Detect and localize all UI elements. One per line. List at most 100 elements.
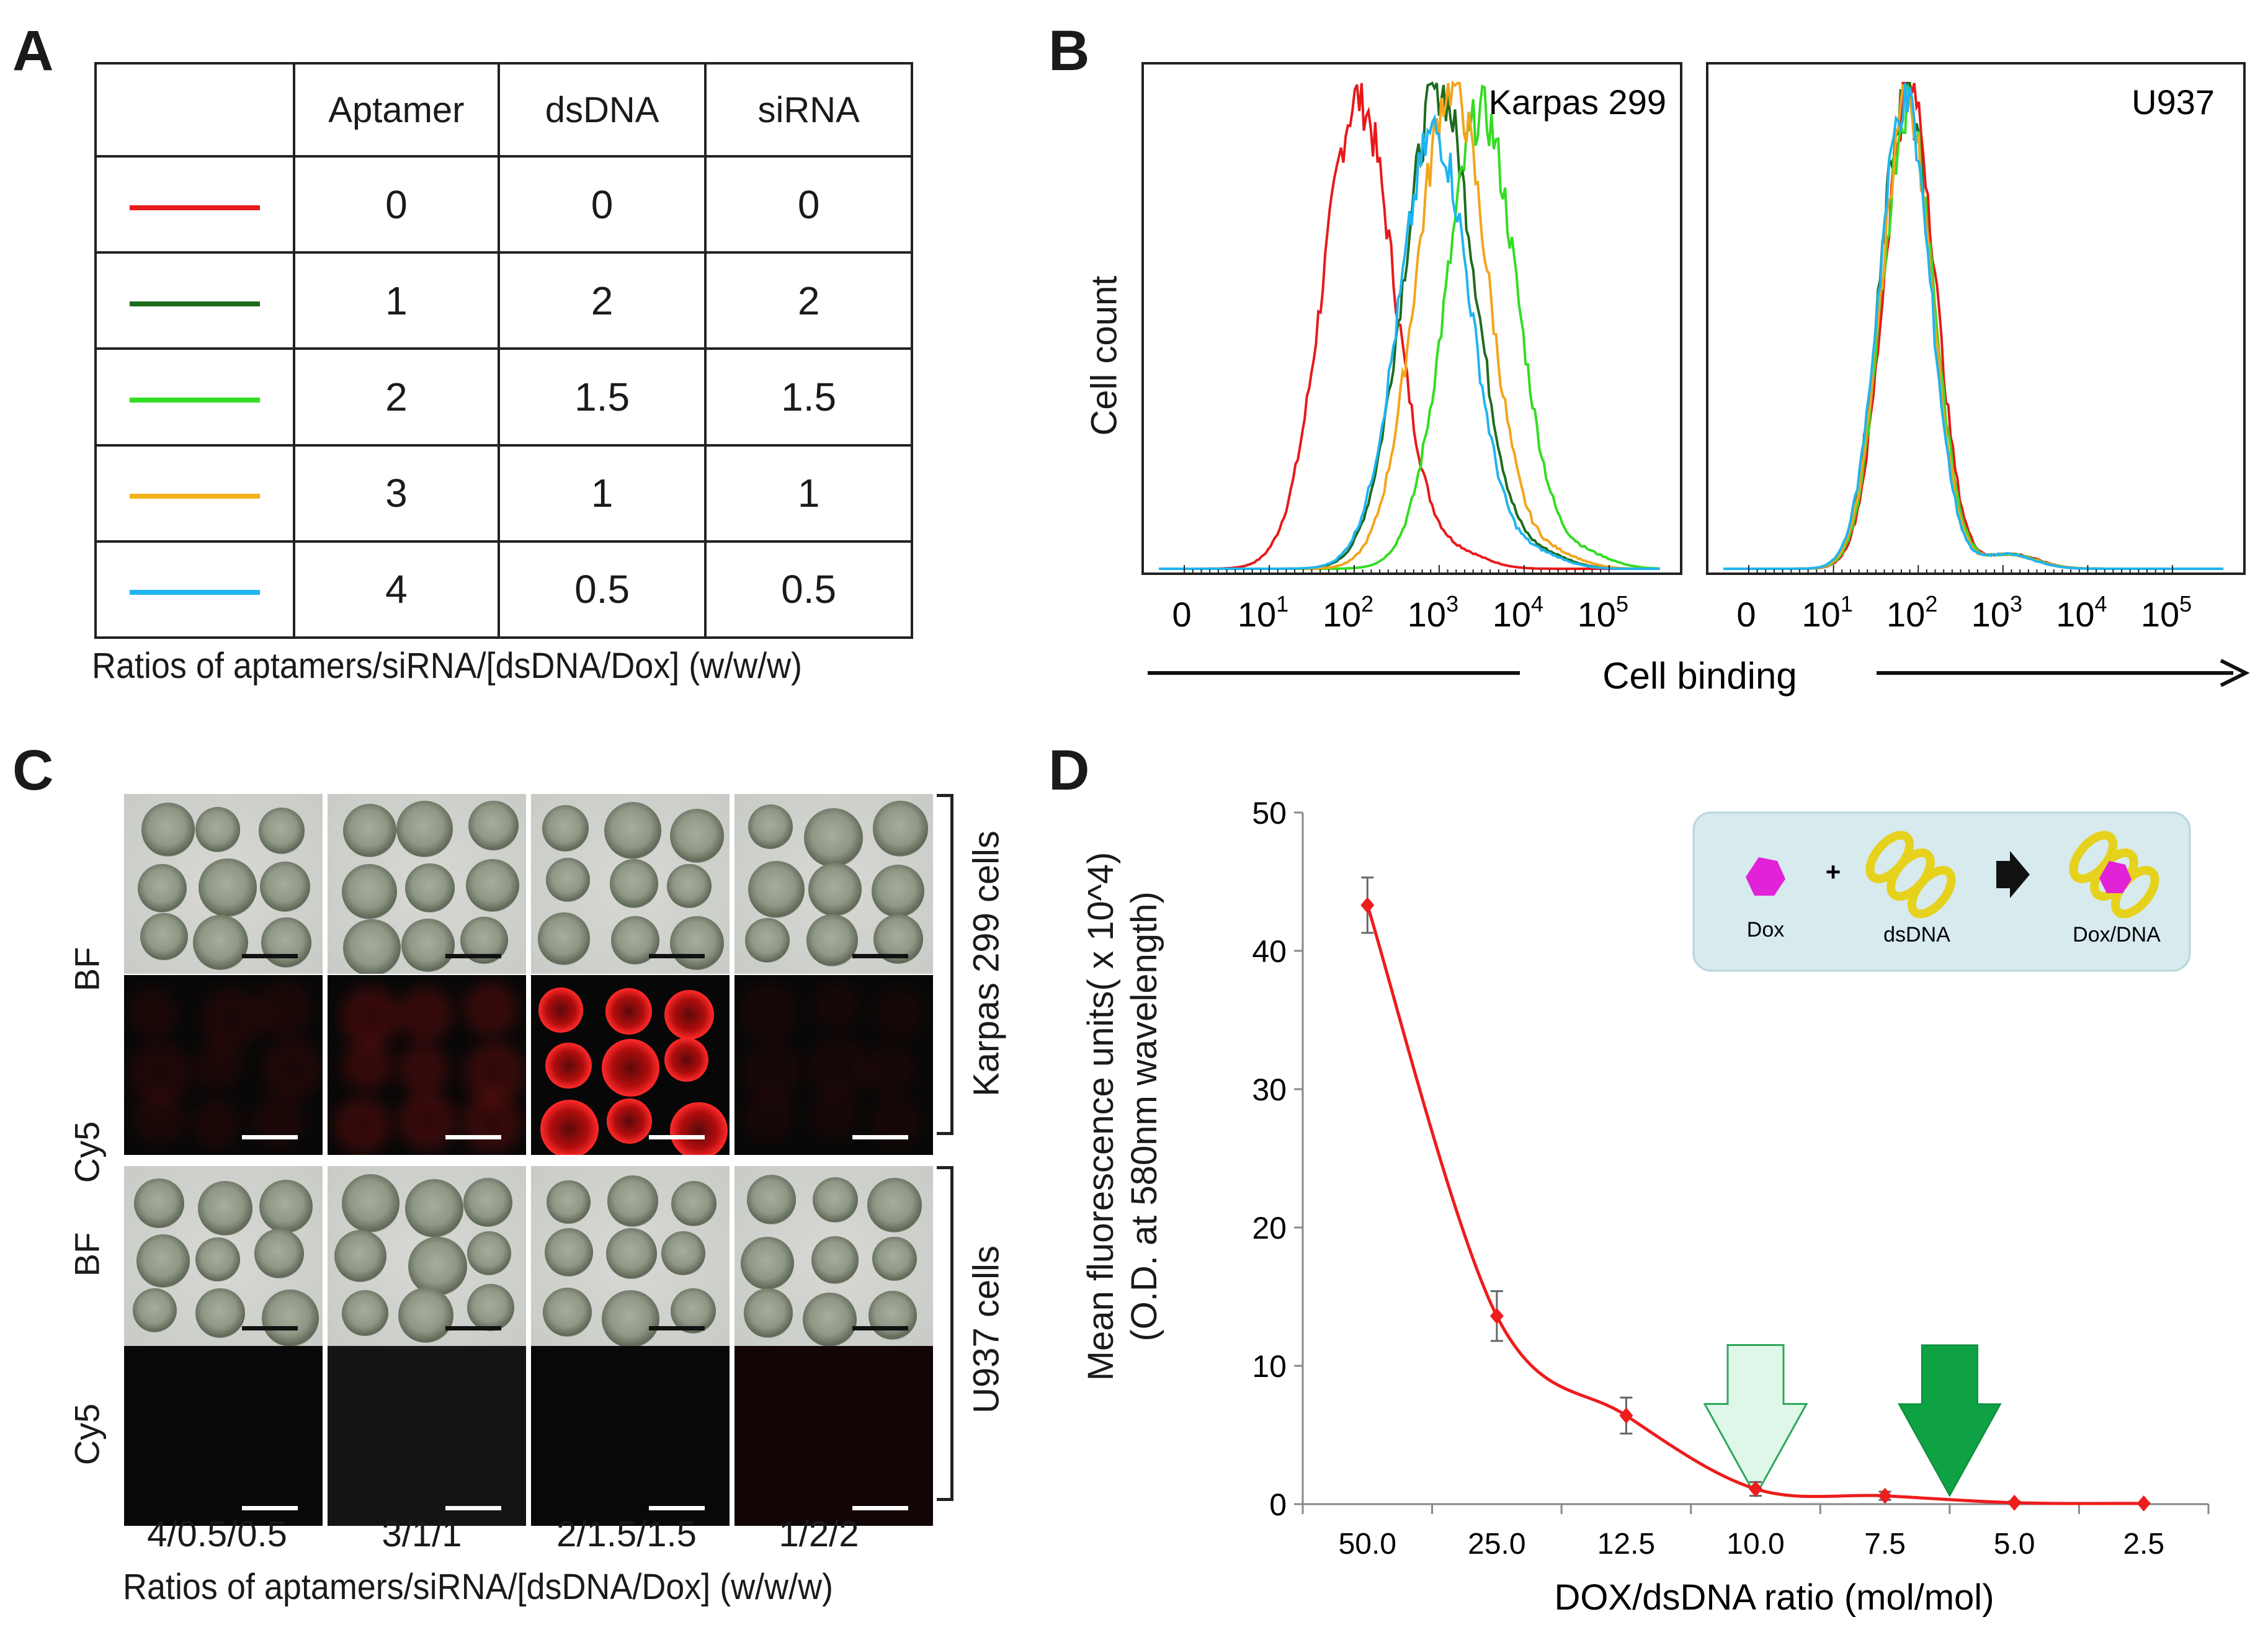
cell <box>545 1042 592 1089</box>
scale-bar <box>445 1506 501 1510</box>
brightfield-image <box>734 1166 933 1346</box>
cell <box>744 1094 792 1141</box>
cell <box>667 863 712 909</box>
cell <box>336 1100 388 1152</box>
cell <box>262 1290 319 1346</box>
inset-dox-label: Dox <box>1747 918 1784 942</box>
cell-sirna: 0 <box>704 154 913 254</box>
row-label-bf-1: BF <box>67 947 107 992</box>
cy5-image <box>124 975 323 1155</box>
cell <box>261 917 311 968</box>
scale-bar <box>649 1326 705 1330</box>
cell <box>343 919 401 974</box>
cell <box>803 808 863 867</box>
cell-aptamer: 4 <box>292 540 500 639</box>
d-xlabel: DOX/dsDNA ratio (mol/mol) <box>1554 1577 1994 1618</box>
y-tick-label: 20 <box>1252 1211 1287 1245</box>
data-point <box>1878 1487 1892 1504</box>
cell-aptamer: 1 <box>292 251 500 350</box>
scale-bar <box>242 954 298 958</box>
cy5-image <box>734 1346 933 1526</box>
tick-label: 103 <box>1408 591 1458 634</box>
histogram-curve-4 <box>1723 82 2223 570</box>
cell <box>744 1288 793 1338</box>
u937-bracket <box>937 1166 953 1501</box>
cell <box>741 1236 794 1290</box>
cell <box>542 804 589 852</box>
cell <box>803 1293 857 1346</box>
col-label-4: 1/2/2 <box>779 1514 859 1554</box>
cell <box>547 1180 591 1224</box>
cell <box>463 1095 519 1151</box>
scale-bar <box>242 1326 298 1330</box>
cell <box>133 1178 184 1229</box>
inset-dsdna-label: dsDNA <box>1883 923 1950 947</box>
u937-plot <box>1723 82 2223 570</box>
karpas-title: Karpas 299 <box>1489 82 1666 122</box>
cell <box>131 1044 190 1103</box>
cell <box>741 984 797 1040</box>
cell <box>601 1290 660 1346</box>
scale-bar <box>852 1326 908 1330</box>
scale-bar <box>852 1506 908 1510</box>
row-label-bf-2: BF <box>67 1232 107 1277</box>
cell <box>664 989 715 1040</box>
cell <box>867 1177 922 1232</box>
cell <box>401 919 455 973</box>
fluorescence-line <box>1365 904 2144 1505</box>
y-tick-label: 10 <box>1252 1349 1287 1384</box>
x-tick-label: 2.5 <box>2123 1528 2164 1561</box>
cell <box>670 808 725 863</box>
cell <box>606 1098 652 1144</box>
cell <box>601 1038 659 1097</box>
karpas-plot <box>1159 80 1661 570</box>
cell-sirna: 1 <box>704 443 913 543</box>
cell <box>342 803 397 857</box>
cell <box>463 1177 512 1227</box>
cy5-image <box>531 1346 730 1526</box>
cell <box>542 1288 592 1337</box>
cy5-image <box>734 975 933 1155</box>
brightfield-image <box>531 794 730 974</box>
cell <box>400 1045 447 1092</box>
cell <box>607 1175 659 1227</box>
cell-dsdna: 0 <box>497 154 707 254</box>
tick-label: 105 <box>2141 591 2192 634</box>
cell <box>744 1044 800 1099</box>
cell <box>748 861 805 918</box>
scale-bar <box>445 954 501 958</box>
cell <box>661 1231 705 1275</box>
panel-c-caption: Ratios of aptamers/siRNA/[dsDNA/Dox] (w/… <box>123 1567 833 1607</box>
cell <box>815 982 859 1028</box>
cell <box>746 1175 797 1225</box>
u937-title: U937 <box>2132 82 2215 122</box>
legend-line-darkgreen <box>129 301 260 306</box>
tick-label: 103 <box>1971 591 2022 634</box>
brightfield-image <box>531 1166 730 1346</box>
cell <box>669 916 724 971</box>
legend-line-orange <box>129 494 260 499</box>
cell-dsdna: 2 <box>497 251 707 350</box>
cell <box>138 863 187 913</box>
panel-a-caption: Ratios of aptamers/siRNA/[dsDNA/Dox] (w/… <box>92 646 802 686</box>
scale-bar <box>852 954 908 958</box>
cell <box>195 807 241 852</box>
cell <box>466 858 519 912</box>
cell <box>467 1045 523 1101</box>
flow-histograms: Karpas 299 U937 0 101 102 103 104 105 0 101 102 1… <box>1141 62 2250 697</box>
karpas-cells-label: Karpas 299 cells <box>966 831 1007 1097</box>
hollow-green-arrow-icon <box>1703 1344 1808 1498</box>
col-label-1: 4/0.5/0.5 <box>147 1514 287 1554</box>
header-sirna: siRNA <box>704 62 913 158</box>
cell <box>465 984 516 1034</box>
cell <box>808 862 862 916</box>
cell <box>192 914 249 971</box>
panel-d-letter: D <box>1048 739 1090 802</box>
cell <box>194 1101 239 1146</box>
tick-label: 104 <box>1493 591 1543 634</box>
karpas-bracket <box>937 794 953 1135</box>
karpas-frame <box>1141 62 1682 575</box>
inset-box <box>1692 811 2191 972</box>
cell-sirna: 0.5 <box>704 540 913 639</box>
cy5-image <box>328 1346 526 1526</box>
